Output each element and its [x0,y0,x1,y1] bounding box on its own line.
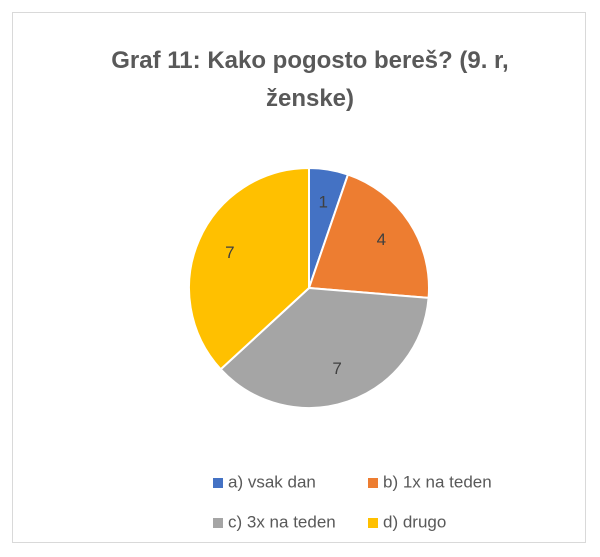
legend-swatch [368,478,378,488]
legend-swatch [213,518,223,528]
legend-swatch [213,478,223,488]
legend-swatch [368,518,378,528]
legend-label: a) vsak dan [228,472,316,491]
legend-label: b) 1x na teden [383,472,492,491]
pie-slice [219,286,430,409]
legend-label: c) 3x na teden [228,512,336,531]
data-label: 1 [318,192,327,211]
chart-frame [12,12,586,543]
data-label: 7 [332,359,341,378]
pie-slice [307,173,430,299]
chart-title: Graf 11: Kako pogosto bereš? (9. r, žens… [111,47,509,112]
pie-slice [188,166,310,371]
data-label: 4 [377,230,386,249]
data-label: 7 [225,243,234,262]
legend-label: d) drugo [383,512,446,531]
